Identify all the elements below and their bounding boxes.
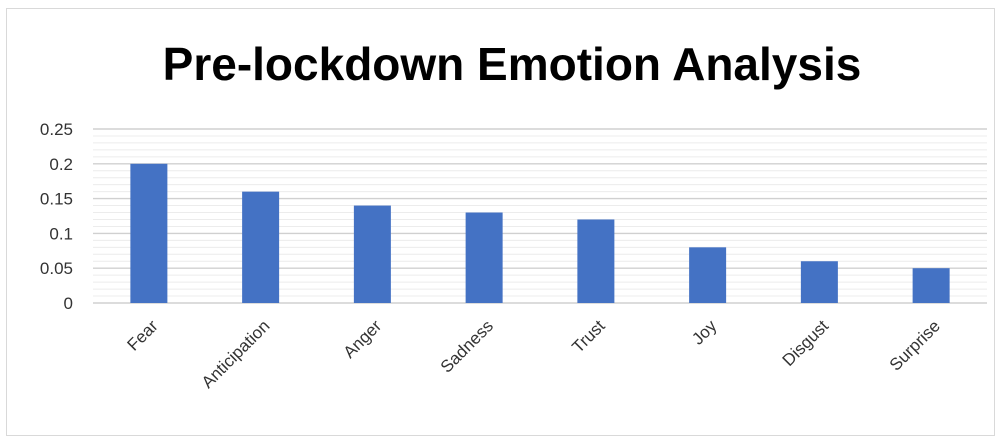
y-tick-label: 0.25	[40, 120, 73, 139]
x-tick-label: Anticipation	[198, 316, 274, 392]
bars	[130, 163, 950, 303]
y-axis-ticks: 0 0.05 0.1 0.15 0.2 0.25	[40, 120, 73, 313]
chart-title: Pre-lockdown Emotion Analysis	[163, 38, 862, 90]
bar-anticipation	[242, 191, 280, 303]
bar-trust	[577, 219, 615, 303]
bar-fear	[130, 163, 168, 303]
x-tick-label: Anger	[340, 316, 386, 362]
bar-surprise	[912, 268, 950, 303]
y-tick-label: 0	[64, 294, 73, 313]
x-tick-label: Fear	[124, 316, 162, 354]
y-tick-label: 0.15	[40, 190, 73, 209]
y-tick-label: 0.05	[40, 259, 73, 278]
bar-disgust	[800, 261, 838, 303]
bar-joy	[689, 247, 727, 303]
x-tick-label: Joy	[688, 316, 720, 348]
y-tick-label: 0.1	[49, 224, 73, 243]
bar-sadness	[465, 212, 503, 303]
y-tick-label: 0.2	[49, 155, 73, 174]
x-tick-label: Surprise	[886, 316, 944, 374]
bar-anger	[353, 205, 391, 303]
x-axis-labels: Fear Anticipation Anger Sadness Trust Joy Disg…	[124, 316, 944, 392]
x-tick-label: Trust	[568, 316, 609, 357]
x-tick-label: Disgust	[779, 316, 833, 370]
gridlines	[93, 128, 987, 304]
x-tick-label: Sadness	[437, 316, 497, 376]
